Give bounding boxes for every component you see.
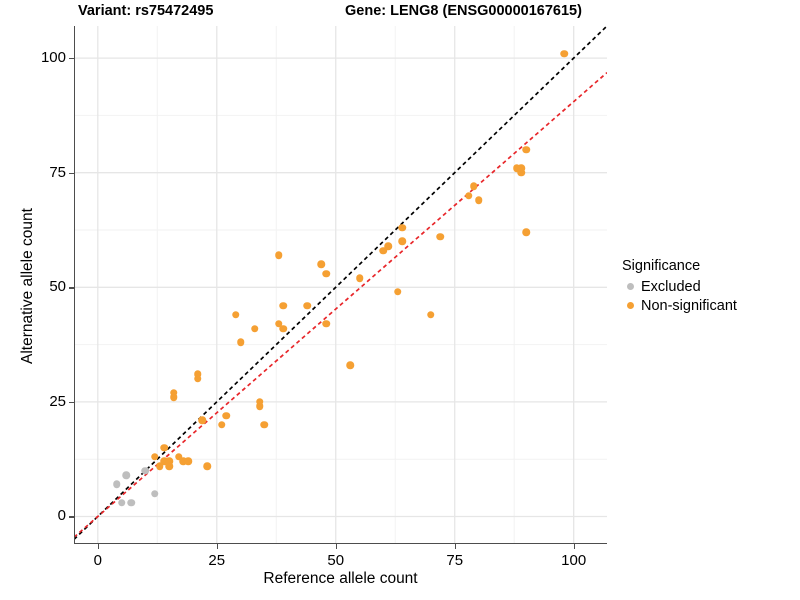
data-point xyxy=(122,471,131,479)
data-point xyxy=(322,320,330,328)
data-point xyxy=(170,388,178,397)
data-point xyxy=(279,301,288,310)
excluded-dot-icon xyxy=(622,278,639,295)
y-tick-label: 100 xyxy=(40,49,66,67)
data-point xyxy=(222,411,231,420)
data-point xyxy=(522,228,530,237)
data-point xyxy=(160,457,169,466)
x-tick-label: 50 xyxy=(327,552,345,569)
data-point xyxy=(179,457,188,466)
data-point xyxy=(255,402,264,411)
y-tick-label: 50 xyxy=(49,278,66,296)
x-tick-mark xyxy=(216,544,219,549)
data-point xyxy=(113,480,121,489)
data-point xyxy=(427,311,435,319)
data-point xyxy=(198,416,207,424)
gene-title: Gene: LENG8 (ENSG00000167615) xyxy=(345,3,582,19)
legend-label: Excluded xyxy=(641,278,701,295)
data-point xyxy=(151,453,159,461)
data-point xyxy=(184,457,192,466)
data-point xyxy=(346,361,354,369)
data-point xyxy=(322,269,330,278)
y-tick-label: 25 xyxy=(49,392,66,410)
data-point xyxy=(470,182,478,191)
legend: Significance Excluded Non-significant xyxy=(622,258,797,315)
y-tick-mark xyxy=(69,401,74,404)
data-point xyxy=(117,498,126,507)
data-point xyxy=(398,223,407,232)
x-tick-label: 25 xyxy=(208,552,226,569)
grid-layer xyxy=(74,26,607,544)
data-point xyxy=(398,237,407,246)
data-point xyxy=(170,393,178,402)
data-point xyxy=(203,462,211,470)
data-point xyxy=(151,489,159,498)
data-point xyxy=(303,301,311,310)
points-layer xyxy=(74,26,607,544)
nonsignificant-dot-icon xyxy=(622,297,639,314)
data-point xyxy=(436,233,445,241)
data-point xyxy=(279,324,288,333)
legend-items: Excluded Non-significant xyxy=(622,277,797,315)
y-tick-mark xyxy=(69,172,74,174)
data-point xyxy=(232,311,240,319)
data-point xyxy=(355,274,364,282)
variant-title: Variant: rs75472495 xyxy=(78,3,214,19)
title-row: Variant: rs75472495 Gene: LENG8 (ENSG000… xyxy=(0,0,800,26)
data-point xyxy=(165,457,173,466)
x-tick-mark xyxy=(573,544,575,549)
x-tick-label: 100 xyxy=(561,552,587,569)
y-axis-line xyxy=(74,26,76,544)
data-point xyxy=(155,462,164,470)
legend-dot xyxy=(627,283,634,290)
data-point xyxy=(141,466,150,475)
data-point xyxy=(512,164,521,172)
data-point xyxy=(465,191,473,200)
data-point xyxy=(274,251,283,259)
data-point xyxy=(317,260,326,269)
data-point xyxy=(384,242,392,250)
x-axis-title: Reference allele count xyxy=(263,570,418,587)
legend-item-excluded[interactable]: Excluded xyxy=(622,277,797,296)
data-point xyxy=(517,168,526,177)
data-point xyxy=(274,320,283,328)
data-point xyxy=(160,443,169,452)
legend-dot xyxy=(627,302,634,309)
data-point xyxy=(560,49,568,58)
data-point xyxy=(236,338,245,347)
x-tick-label: 0 xyxy=(93,552,102,569)
legend-title: Significance xyxy=(622,258,701,274)
x-tick-label: 75 xyxy=(446,552,464,569)
reference-line-identity xyxy=(74,26,607,541)
plot-panel xyxy=(74,26,607,544)
x-tick-mark xyxy=(454,544,456,549)
data-point xyxy=(217,421,226,429)
data-point xyxy=(193,375,202,383)
data-point xyxy=(379,246,388,255)
legend-label: Non-significant xyxy=(641,297,737,314)
data-point xyxy=(474,196,483,204)
data-point xyxy=(251,324,259,333)
data-point xyxy=(393,288,402,296)
x-tick-mark xyxy=(335,544,338,549)
data-point xyxy=(517,164,526,172)
data-point xyxy=(255,398,264,406)
legend-item-non-significant[interactable]: Non-significant xyxy=(622,296,797,315)
x-tick-mark xyxy=(97,544,100,549)
data-point xyxy=(522,146,530,154)
data-point xyxy=(127,498,135,507)
x-axis-line xyxy=(74,543,607,545)
y-tick-label: 75 xyxy=(49,163,66,181)
y-tick-mark xyxy=(69,287,74,289)
data-point xyxy=(193,370,202,379)
data-point xyxy=(165,462,173,470)
data-point xyxy=(260,421,269,429)
y-tick-mark xyxy=(69,58,74,60)
data-point xyxy=(174,453,183,461)
y-axis-title: Alternative allele count xyxy=(19,208,36,364)
y-tick-mark xyxy=(69,516,74,518)
y-tick-label: 0 xyxy=(57,507,66,525)
